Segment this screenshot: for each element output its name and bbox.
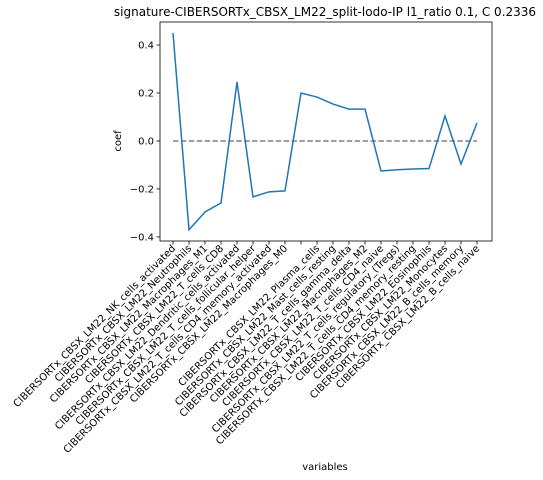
x-axis-label: variables [302,462,348,473]
y-tick-label: 0.2 [138,89,154,100]
chart-title: signature-CIBERSORTx_CBSX_LM22_split-lod… [114,5,536,19]
y-tick-label: −0.2 [130,184,154,195]
y-tick-label: −0.4 [130,232,154,243]
data-line [172,32,478,232]
plot-frame [159,21,493,242]
y-axis-label: coef [113,130,124,152]
y-tick-label: 0.0 [138,136,154,147]
y-tick-label: 0.4 [138,41,154,52]
